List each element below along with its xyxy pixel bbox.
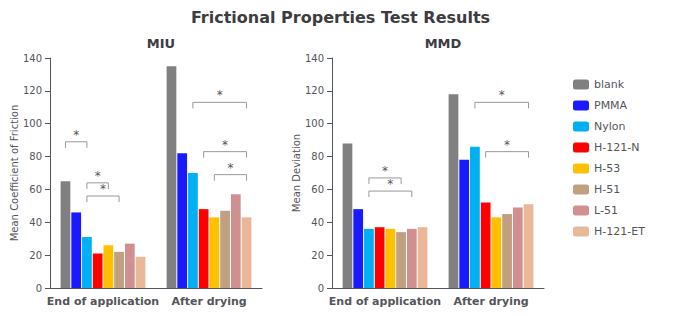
- svg-text:MMD: MMD: [425, 36, 462, 51]
- svg-text:60: 60: [311, 184, 324, 195]
- svg-text:*: *: [227, 161, 233, 175]
- svg-text:MIU: MIU: [147, 36, 175, 51]
- svg-text:PMMA: PMMA: [594, 99, 628, 112]
- svg-text:H-53: H-53: [594, 162, 620, 175]
- svg-text:*: *: [499, 88, 505, 102]
- svg-text:100: 100: [23, 118, 42, 129]
- svg-text:*: *: [222, 138, 228, 152]
- svg-text:140: 140: [23, 53, 42, 64]
- svg-text:blank: blank: [594, 78, 625, 91]
- svg-text:60: 60: [29, 184, 42, 195]
- svg-text:*: *: [504, 138, 510, 152]
- svg-text:Mean Deviation: Mean Deviation: [291, 134, 302, 212]
- svg-text:H-121-ET: H-121-ET: [594, 225, 645, 238]
- svg-text:*: *: [217, 88, 223, 102]
- svg-text:80: 80: [311, 151, 324, 162]
- svg-text:Frictional Properties Test Res: Frictional Properties Test Results: [191, 8, 490, 27]
- svg-text:120: 120: [23, 85, 42, 96]
- svg-text:End of application: End of application: [47, 295, 159, 308]
- svg-text:*: *: [382, 164, 388, 178]
- svg-text:80: 80: [29, 151, 42, 162]
- svg-text:20: 20: [29, 250, 42, 261]
- svg-text:100: 100: [305, 118, 324, 129]
- svg-text:40: 40: [29, 217, 42, 228]
- svg-text:120: 120: [305, 85, 324, 96]
- svg-text:End of application: End of application: [329, 295, 441, 308]
- svg-text:*: *: [73, 128, 79, 142]
- svg-text:0: 0: [318, 283, 324, 294]
- svg-text:After drying: After drying: [453, 295, 528, 308]
- svg-text:L-51: L-51: [594, 204, 618, 217]
- svg-text:After drying: After drying: [171, 295, 246, 308]
- svg-text:0: 0: [36, 283, 42, 294]
- svg-text:*: *: [387, 177, 393, 191]
- svg-text:H-121-N: H-121-N: [594, 141, 639, 154]
- svg-text:40: 40: [311, 217, 324, 228]
- svg-text:Nylon: Nylon: [594, 120, 626, 133]
- svg-text:H-51: H-51: [594, 183, 620, 196]
- svg-text:*: *: [95, 169, 101, 183]
- svg-text:140: 140: [305, 53, 324, 64]
- svg-text:*: *: [100, 182, 106, 196]
- svg-text:Mean Coefficient of Friction: Mean Coefficient of Friction: [9, 105, 20, 242]
- svg-text:20: 20: [311, 250, 324, 261]
